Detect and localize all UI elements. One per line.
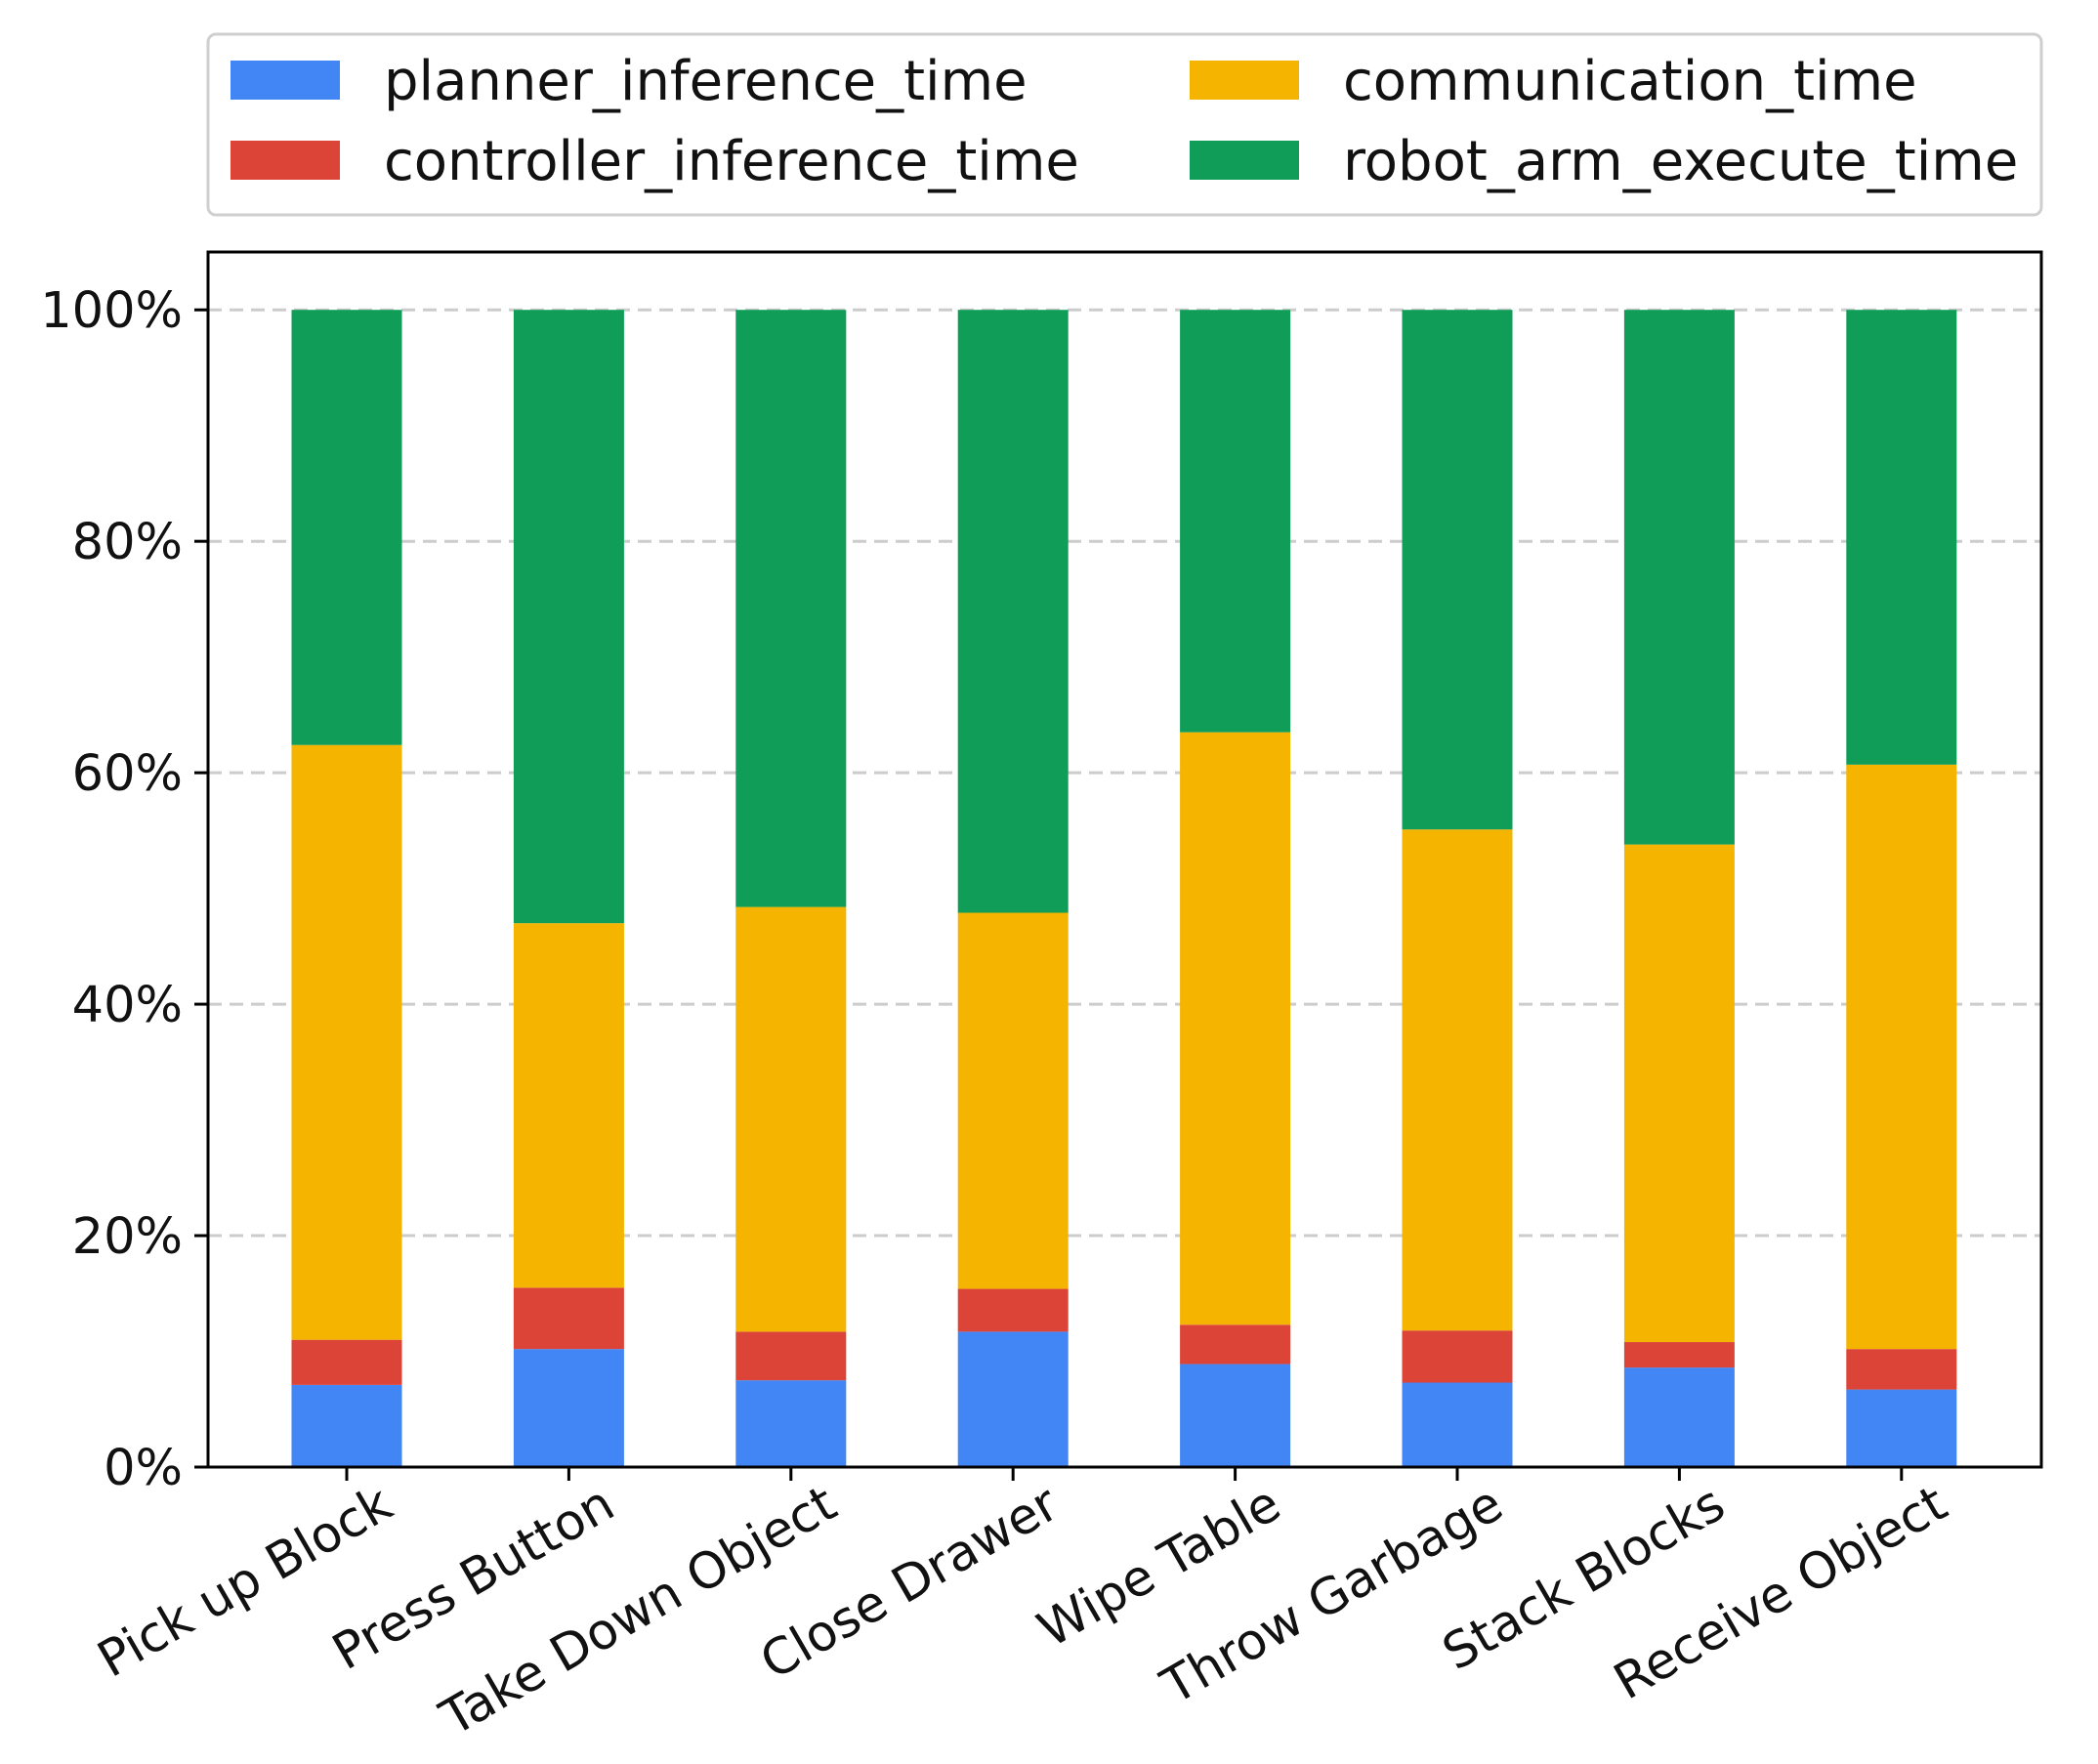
bar-segment-communication-time — [1846, 764, 1957, 1350]
legend-label: planner_inference_time — [384, 50, 1028, 113]
legend-swatch — [231, 61, 340, 100]
bar-segment-controller-inference-time — [1623, 1342, 1735, 1368]
bar-segment-controller-inference-time — [513, 1287, 624, 1350]
bar-segment-communication-time — [513, 923, 624, 1288]
bar-segment-robot-arm-execute-time — [513, 310, 624, 924]
bar-segment-communication-time — [1180, 732, 1291, 1325]
bar-segment-controller-inference-time — [1846, 1349, 1957, 1390]
bar-segment-robot-arm-execute-time — [957, 310, 1069, 913]
bar-segment-communication-time — [291, 744, 402, 1340]
grid-lines — [208, 308, 2041, 1238]
bar-segment-communication-time — [957, 912, 1069, 1289]
bar-segment-robot-arm-execute-time — [1846, 310, 1957, 765]
y-tick-label: 60% — [72, 745, 183, 803]
bar-segment-communication-time — [1402, 829, 1513, 1331]
plot-area-frame — [206, 250, 2043, 1469]
bar-segment-robot-arm-execute-time — [1180, 310, 1291, 733]
bar-segment-planner-inference-time — [1180, 1364, 1291, 1467]
bar-segment-robot-arm-execute-time — [735, 310, 847, 907]
bar-segment-controller-inference-time — [957, 1288, 1069, 1332]
x-tick-label: Take Down Object — [431, 1475, 846, 1748]
y-tick-label: 0% — [104, 1440, 183, 1497]
legend-label: communication_time — [1343, 50, 1917, 113]
y-axis-ticks: 0% 20% 40% 60% 80% 100% — [40, 282, 208, 1497]
legend-swatch — [231, 141, 340, 180]
bar-segment-robot-arm-execute-time — [1623, 310, 1735, 845]
legend-label: robot_arm_execute_time — [1343, 130, 2018, 193]
bar-segment-planner-inference-time — [1846, 1389, 1957, 1467]
bar-segment-controller-inference-time — [1180, 1324, 1291, 1365]
bar-segment-planner-inference-time — [957, 1331, 1069, 1467]
legend-swatch — [1190, 141, 1299, 180]
bar-segment-controller-inference-time — [291, 1339, 402, 1385]
y-tick-label: 40% — [72, 977, 183, 1034]
bar-segment-robot-arm-execute-time — [1402, 310, 1513, 830]
legend-box — [206, 32, 2043, 217]
bar-segment-robot-arm-execute-time — [291, 310, 402, 745]
bar-segment-planner-inference-time — [1402, 1382, 1513, 1467]
bar-segment-planner-inference-time — [291, 1384, 402, 1467]
legend-label: controller_inference_time — [384, 130, 1079, 193]
bar-segment-controller-inference-time — [735, 1331, 847, 1381]
y-tick-label: 20% — [72, 1208, 183, 1266]
bar-segment-communication-time — [735, 906, 847, 1332]
bar-segment-planner-inference-time — [1623, 1367, 1735, 1467]
bars — [291, 310, 1957, 1467]
legend: planner_inference_time controller_inferen… — [206, 32, 2043, 217]
bar-segment-planner-inference-time — [735, 1380, 847, 1467]
y-tick-label: 80% — [72, 514, 183, 571]
bar-segment-communication-time — [1623, 844, 1735, 1343]
y-tick-label: 100% — [40, 282, 183, 340]
legend-swatch — [1190, 61, 1299, 100]
bar-segment-controller-inference-time — [1402, 1330, 1513, 1383]
bar-segment-planner-inference-time — [513, 1349, 624, 1467]
